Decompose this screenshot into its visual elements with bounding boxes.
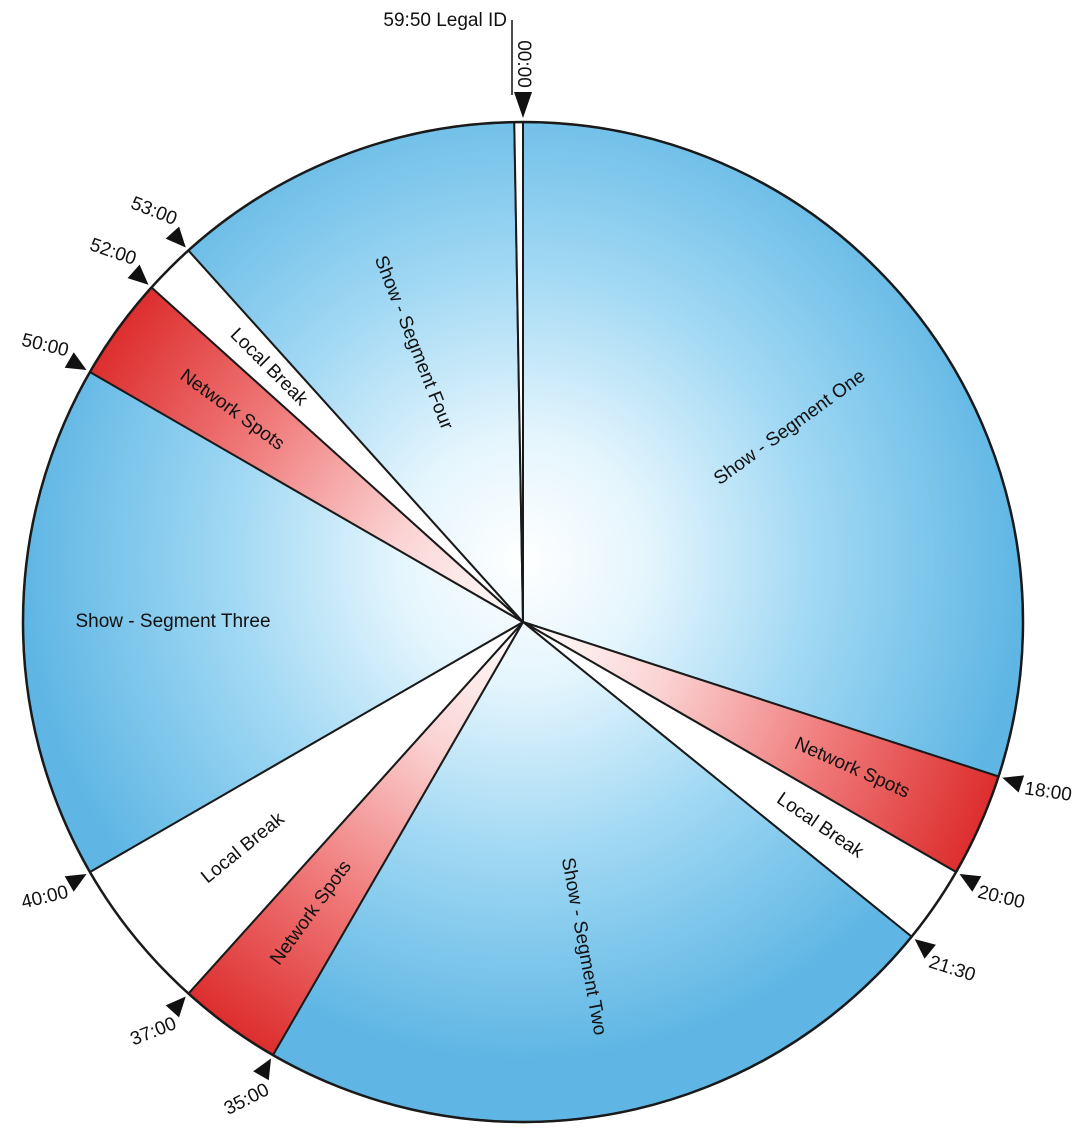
segments-layer — [21, 120, 1025, 1124]
time-label: 21:30 — [926, 952, 978, 986]
marker-pointer-icon — [959, 874, 982, 892]
marker-t-37-00: 37:00 — [127, 996, 186, 1050]
clock-outline — [21, 120, 1025, 1124]
time-label: 18:00 — [1023, 778, 1073, 805]
marker-t-53-00: 53:00 — [128, 193, 186, 248]
time-label: 35:00 — [221, 1079, 273, 1119]
marker-pointer-icon — [165, 996, 186, 1018]
time-label: 50:00 — [20, 330, 71, 362]
marker-pointer-icon — [64, 352, 87, 370]
time-label: 00:00 — [513, 40, 534, 88]
legal-id-label: 59:50 Legal ID — [383, 10, 507, 31]
marker-t-18-00: 18:00 — [1002, 775, 1073, 806]
marker-pointer-icon — [165, 226, 186, 248]
marker-t-40-00: 40:00 — [19, 874, 87, 914]
marker-t-50-00: 50:00 — [20, 330, 87, 370]
show-segment-three-label: Show - Segment Three — [75, 611, 270, 632]
time-label: 37:00 — [127, 1013, 179, 1050]
marker-t-52-00: 52:00 — [87, 235, 149, 285]
time-label: 52:00 — [87, 235, 139, 270]
marker-pointer-icon — [64, 874, 87, 892]
marker-t-35-00: 35:00 — [221, 1058, 273, 1120]
time-label: 53:00 — [128, 193, 180, 230]
marker-pointer-icon — [253, 1058, 271, 1081]
marker-pointer-icon — [514, 92, 532, 118]
time-label: 20:00 — [976, 882, 1027, 914]
marker-pointer-icon — [127, 264, 149, 285]
marker-pointer-icon — [1002, 775, 1025, 793]
marker-t-00-00: 00:00 — [513, 40, 534, 118]
marker-pointer-icon — [914, 939, 936, 959]
marker-t-21-30: 21:30 — [914, 939, 978, 986]
marker-t-20-00: 20:00 — [959, 874, 1027, 914]
time-label: 40:00 — [19, 882, 70, 914]
legal-id-callout: 59:50 Legal ID — [383, 10, 513, 95]
